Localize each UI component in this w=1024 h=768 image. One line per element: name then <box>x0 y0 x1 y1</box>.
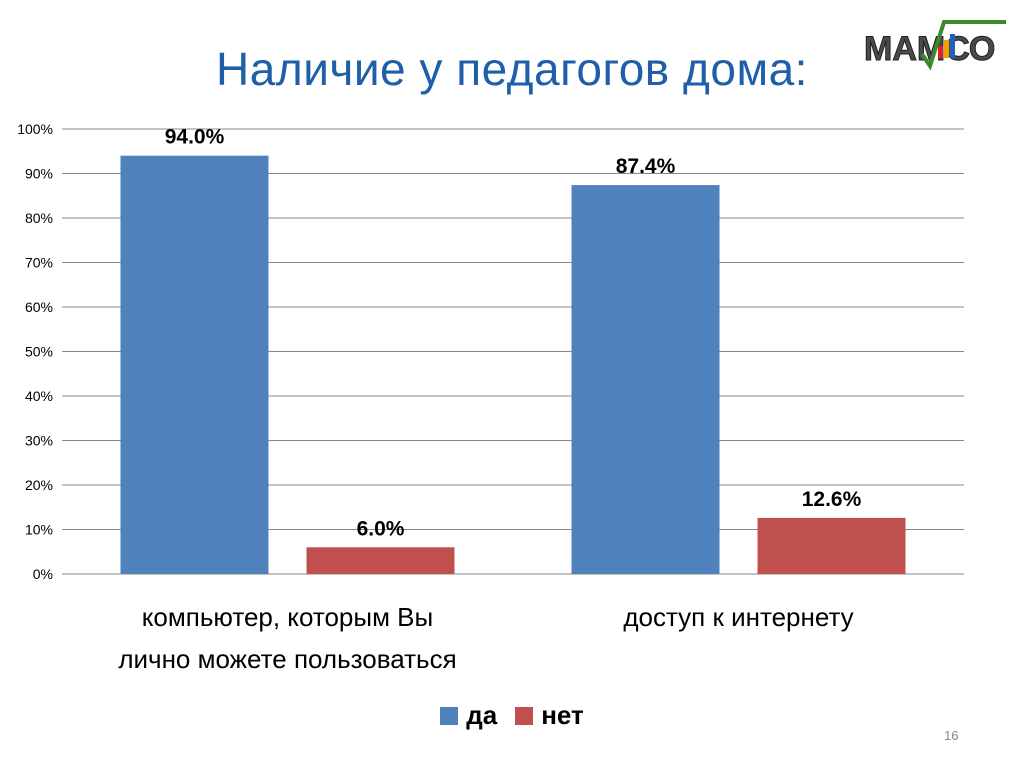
y-tick-label: 70% <box>25 255 53 271</box>
x-category-label: лично можете пользоваться <box>118 644 456 674</box>
slide-number: 16 <box>944 728 959 743</box>
legend-swatch-no <box>515 706 534 725</box>
legend-item-no: нет <box>515 700 584 731</box>
bar <box>757 517 906 574</box>
x-category-label: доступ к интернету <box>623 602 853 632</box>
bar <box>306 547 455 574</box>
bar <box>571 185 720 574</box>
y-tick-label: 10% <box>25 522 53 538</box>
legend-label-yes: да <box>466 700 498 730</box>
y-tick-label: 20% <box>25 477 53 493</box>
y-tick-label: 30% <box>25 433 53 449</box>
y-tick-label: 80% <box>25 210 53 226</box>
y-tick-label: 60% <box>25 299 53 315</box>
logo-text: МАМСО <box>864 30 995 68</box>
data-label: 87.4% <box>616 155 676 178</box>
chart-legend: да нет <box>0 700 1024 731</box>
y-tick-label: 100% <box>17 121 53 137</box>
legend-item-yes: да <box>440 700 497 731</box>
slide-title: Наличие у педагогов дома: <box>216 43 808 95</box>
data-label: 6.0% <box>357 517 405 540</box>
legend-label-no: нет <box>541 700 584 730</box>
y-tick-label: 50% <box>25 344 53 360</box>
y-tick-label: 0% <box>33 566 53 582</box>
x-category-label: компьютер, которым Вы <box>142 602 433 632</box>
bar-chart: 0% 10% 20% 30% 40% 50% 60% 70% 80% 90% 100% 94.0% 6.… <box>17 121 964 674</box>
bar <box>120 155 269 574</box>
mamso-logo: МАМСО <box>864 20 1006 71</box>
data-label: 94.0% <box>165 126 225 149</box>
legend-swatch-yes <box>440 706 459 725</box>
y-tick-label: 90% <box>25 166 53 182</box>
data-label: 12.6% <box>802 488 862 511</box>
y-tick-label: 40% <box>25 388 53 404</box>
